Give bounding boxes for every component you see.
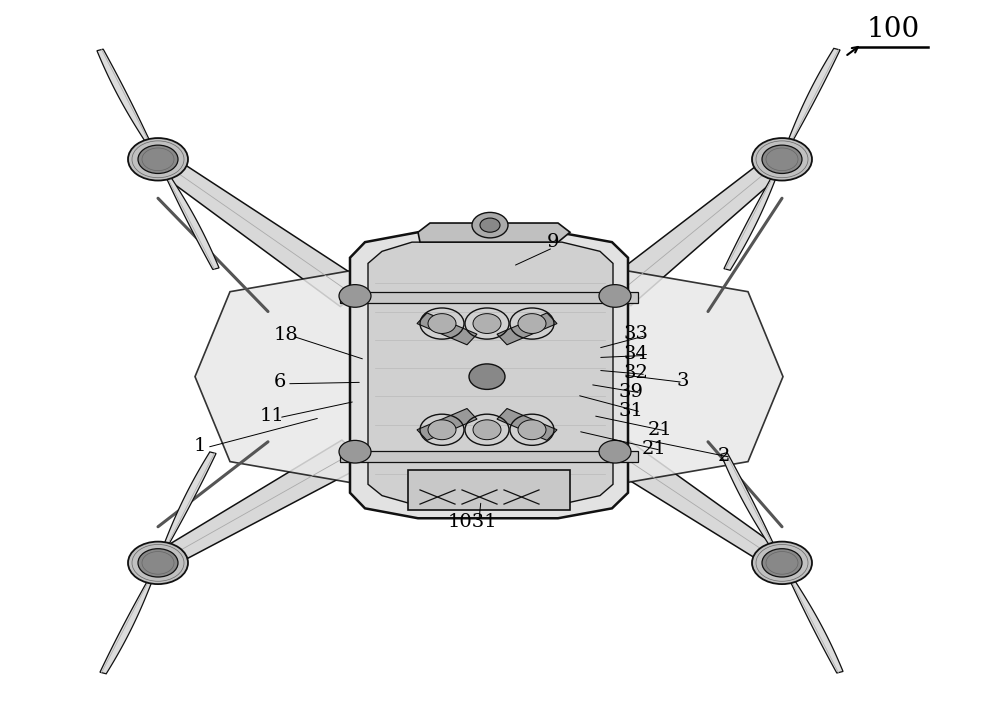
Circle shape: [138, 549, 178, 577]
Circle shape: [428, 420, 456, 440]
Text: 33: 33: [624, 325, 648, 343]
Polygon shape: [157, 452, 216, 563]
Text: 100: 100: [866, 16, 920, 43]
Polygon shape: [724, 159, 783, 270]
Polygon shape: [158, 159, 219, 270]
Circle shape: [752, 138, 812, 181]
Polygon shape: [417, 313, 477, 345]
Circle shape: [128, 138, 188, 181]
Polygon shape: [368, 242, 613, 504]
Polygon shape: [150, 440, 368, 570]
Polygon shape: [97, 49, 158, 159]
Polygon shape: [599, 154, 792, 306]
Text: 6: 6: [274, 373, 286, 392]
Circle shape: [472, 212, 508, 238]
Text: 21: 21: [642, 440, 666, 458]
Text: 18: 18: [274, 326, 298, 344]
Circle shape: [339, 285, 371, 307]
Polygon shape: [100, 563, 159, 674]
Text: 32: 32: [624, 364, 648, 382]
Polygon shape: [781, 48, 840, 159]
Circle shape: [762, 145, 802, 173]
Text: 11: 11: [260, 407, 284, 426]
Text: 34: 34: [624, 345, 648, 363]
Circle shape: [136, 144, 180, 175]
Circle shape: [769, 554, 795, 572]
Text: 3: 3: [677, 372, 689, 390]
Circle shape: [473, 314, 501, 333]
Bar: [340, 292, 638, 303]
Polygon shape: [350, 232, 628, 518]
Circle shape: [752, 542, 812, 584]
Text: 2: 2: [718, 447, 730, 465]
Polygon shape: [149, 153, 370, 307]
Circle shape: [760, 144, 804, 175]
Text: 1: 1: [194, 437, 206, 455]
Circle shape: [136, 547, 180, 578]
Circle shape: [480, 218, 500, 232]
Circle shape: [138, 145, 178, 173]
Circle shape: [599, 440, 631, 463]
Circle shape: [145, 150, 171, 169]
Polygon shape: [601, 441, 791, 569]
Polygon shape: [497, 409, 557, 440]
Circle shape: [428, 314, 456, 333]
Circle shape: [128, 542, 188, 584]
Circle shape: [599, 285, 631, 307]
Text: 31: 31: [619, 401, 643, 420]
Circle shape: [518, 314, 546, 333]
Polygon shape: [721, 452, 782, 563]
Circle shape: [762, 549, 802, 577]
Circle shape: [145, 554, 171, 572]
Circle shape: [339, 440, 371, 463]
Polygon shape: [417, 409, 477, 440]
Circle shape: [518, 420, 546, 440]
Bar: [340, 451, 638, 462]
Circle shape: [469, 364, 505, 389]
Polygon shape: [782, 563, 843, 673]
Text: 21: 21: [648, 421, 672, 439]
Text: 39: 39: [618, 382, 644, 401]
Bar: [408, 470, 570, 510]
Polygon shape: [418, 223, 570, 242]
Circle shape: [760, 547, 804, 578]
Text: 9: 9: [547, 233, 559, 251]
Polygon shape: [497, 313, 557, 345]
Text: 1031: 1031: [447, 513, 497, 531]
Polygon shape: [625, 270, 783, 483]
Circle shape: [769, 150, 795, 169]
Circle shape: [473, 420, 501, 440]
Polygon shape: [195, 270, 352, 483]
